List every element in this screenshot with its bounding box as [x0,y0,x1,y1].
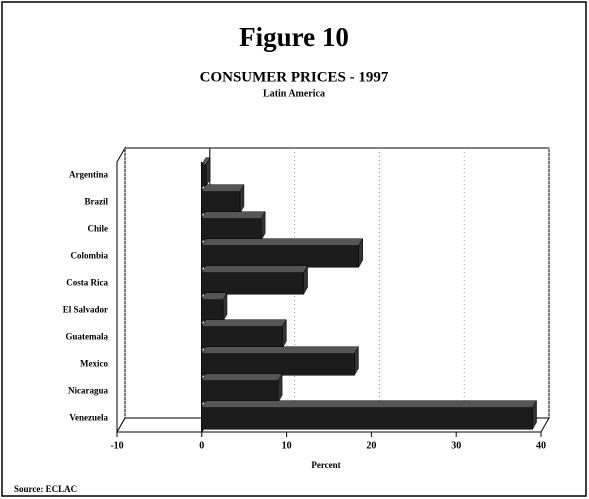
bar-front [201,326,283,349]
y-tick-label: Mexico [80,359,108,369]
bar-front [201,218,262,241]
bar-top [201,373,283,381]
bar [201,345,359,377]
bar-front [201,164,207,187]
chart-title: Figure 10 [239,22,349,52]
bar-top [201,211,266,219]
chart-subtitle2: Latin America [263,88,325,99]
bar [201,156,211,188]
x-tick-label: -10 [110,440,123,451]
bar [201,183,245,215]
y-tick-label: El Salvador [63,305,108,315]
bar-top [201,292,228,300]
bar [201,372,283,404]
y-tick-label: Brazil [85,197,109,207]
y-tick-label: Venezuela [69,413,108,423]
bar-front [201,407,533,430]
bar-front [201,380,279,403]
y-tick-label: Nicaragua [68,386,108,396]
bar-front [201,191,241,214]
x-tick-label: 0 [199,440,204,451]
x-tick-label: 20 [366,440,376,451]
y-tick-label: Guatemala [66,332,109,342]
x-tick-label: 30 [451,440,461,451]
x-axis-label: Percent [311,460,340,470]
back-wall [124,147,550,419]
bar [201,264,308,296]
y-tick-label: Argentina [69,170,108,180]
bar-front [201,272,304,295]
bar-front [201,245,359,268]
bar-front [201,353,355,376]
bar [201,399,537,431]
bar-top [201,319,287,327]
bar [201,237,364,269]
y-tick-label: Costa Rica [66,278,108,288]
bar [201,210,266,242]
left-wall [116,146,126,434]
bar-top [201,184,245,192]
bar-top [201,400,537,408]
bar [201,291,228,323]
bar-top [201,346,359,354]
y-tick-label: Chile [87,224,108,234]
bar-top [201,265,308,273]
bar-front [201,299,224,322]
chart-subtitle: CONSUMER PRICES - 1997 [200,69,389,85]
source-note: Source: ECLAC [14,484,77,494]
x-tick-label: 10 [282,440,292,451]
x-tick-label: 40 [536,440,546,451]
y-tick-label: Colombia [70,251,108,261]
bar-top [201,238,364,246]
bar [201,318,287,350]
